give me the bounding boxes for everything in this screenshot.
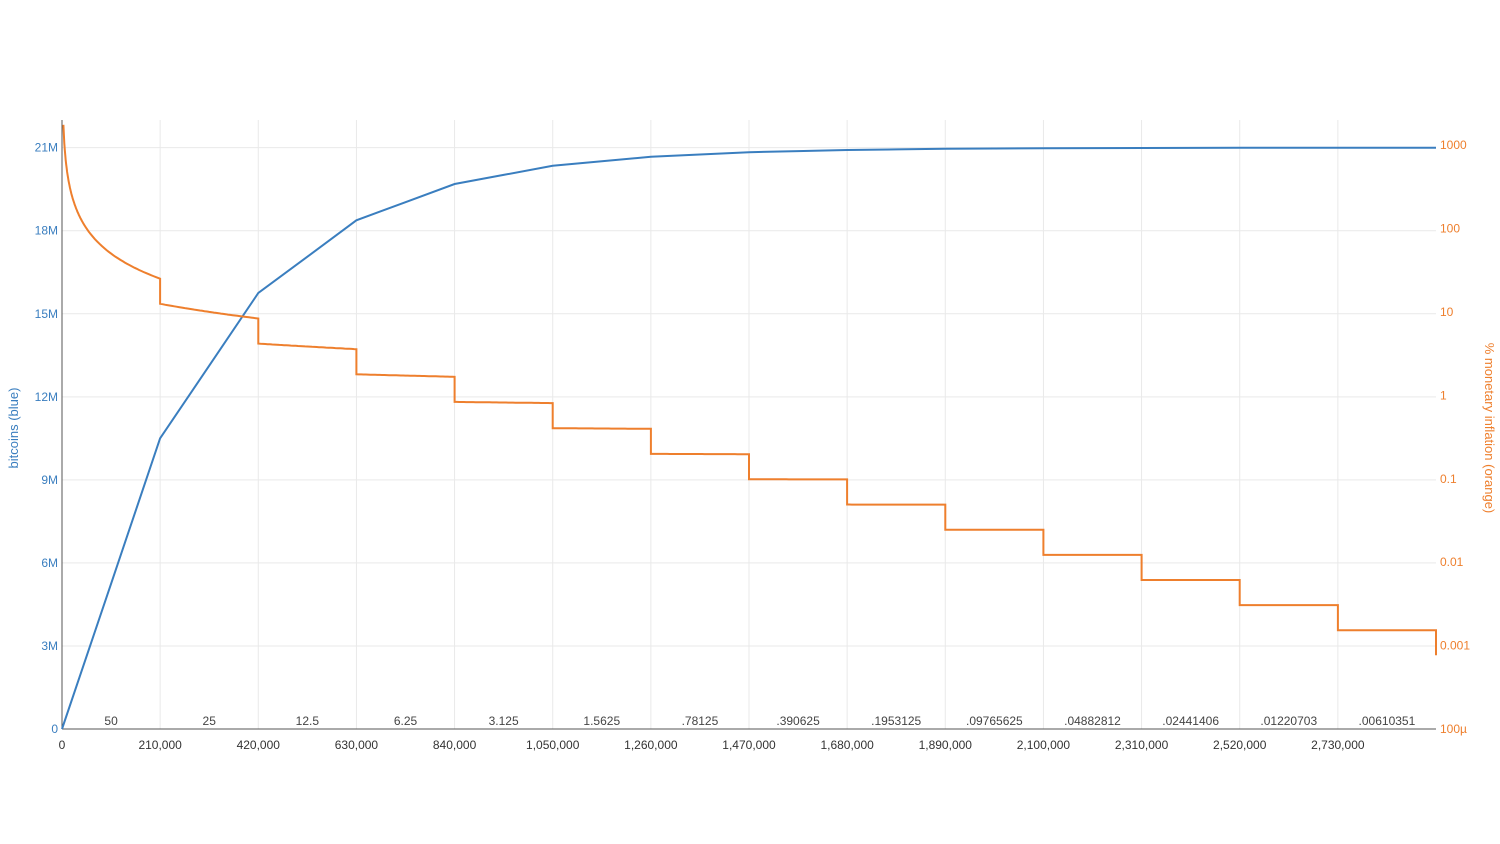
x-tick-label: 1,680,000 xyxy=(820,738,874,752)
x-tick-label: 1,260,000 xyxy=(624,738,678,752)
block-reward-label: 50 xyxy=(104,714,118,728)
block-reward-label: 6.25 xyxy=(394,714,418,728)
x-tick-label: 2,100,000 xyxy=(1017,738,1071,752)
block-reward-label: 12.5 xyxy=(296,714,320,728)
block-reward-label: .1953125 xyxy=(871,714,921,728)
y-right-tick-label: 0.001 xyxy=(1440,639,1470,653)
y-right-tick-label: 0.1 xyxy=(1440,472,1457,486)
y-left-tick-label: 9M xyxy=(41,473,58,487)
y-right-tick-label: 10 xyxy=(1440,305,1454,319)
x-tick-label: 2,520,000 xyxy=(1213,738,1267,752)
block-reward-label: 25 xyxy=(203,714,217,728)
x-tick-label: 1,470,000 xyxy=(722,738,776,752)
block-reward-label: 1.5625 xyxy=(583,714,620,728)
grid-lines xyxy=(62,120,1436,729)
axes xyxy=(61,120,1436,730)
block-reward-label: .78125 xyxy=(682,714,719,728)
y-right-axis-title: % monetary inflation (orange) xyxy=(1482,343,1497,514)
block-reward-label: .09765625 xyxy=(966,714,1023,728)
y-left-axis-title: bitcoins (blue) xyxy=(6,388,21,469)
y-left-tick-label: 3M xyxy=(41,639,58,653)
x-tick-label: 630,000 xyxy=(335,738,379,752)
x-tick-label: 0 xyxy=(59,738,66,752)
block-reward-label: .04882812 xyxy=(1064,714,1121,728)
y-right-tick-label: 1000 xyxy=(1440,138,1467,152)
x-tick-label: 210,000 xyxy=(138,738,182,752)
x-tick-label: 2,730,000 xyxy=(1311,738,1365,752)
y-right-tick-label: 100 xyxy=(1440,222,1460,236)
y-left-tick-label: 12M xyxy=(35,390,58,404)
monetary-inflation-line xyxy=(62,124,1437,656)
block-reward-label: .390625 xyxy=(776,714,820,728)
bitcoin-supply-line xyxy=(61,146,1436,730)
y-left-tick-label: 21M xyxy=(35,141,58,155)
x-tick-label: 1,050,000 xyxy=(526,738,580,752)
labels: 0 210,000 420,000 630,000 840,000 1,050,000 1,… xyxy=(35,138,1471,752)
y-left-tick-label: 0 xyxy=(51,722,58,736)
y-right-tick-label: 100µ xyxy=(1440,722,1467,736)
block-reward-label: .01220703 xyxy=(1260,714,1317,728)
y-right-tick-label: 1 xyxy=(1440,388,1447,402)
y-left-tick-label: 18M xyxy=(35,224,58,238)
x-tick-label: 2,310,000 xyxy=(1115,738,1169,752)
block-reward-label: .02441406 xyxy=(1162,714,1219,728)
series xyxy=(61,124,1437,730)
x-tick-label: 1,890,000 xyxy=(919,738,973,752)
x-tick-label: 420,000 xyxy=(237,738,281,752)
y-left-tick-label: 6M xyxy=(41,556,58,570)
block-reward-label: .00610351 xyxy=(1359,714,1416,728)
y-right-tick-label: 0.01 xyxy=(1440,555,1464,569)
x-tick-label: 840,000 xyxy=(433,738,477,752)
y-left-tick-label: 15M xyxy=(35,307,58,321)
block-reward-label: 3.125 xyxy=(489,714,519,728)
